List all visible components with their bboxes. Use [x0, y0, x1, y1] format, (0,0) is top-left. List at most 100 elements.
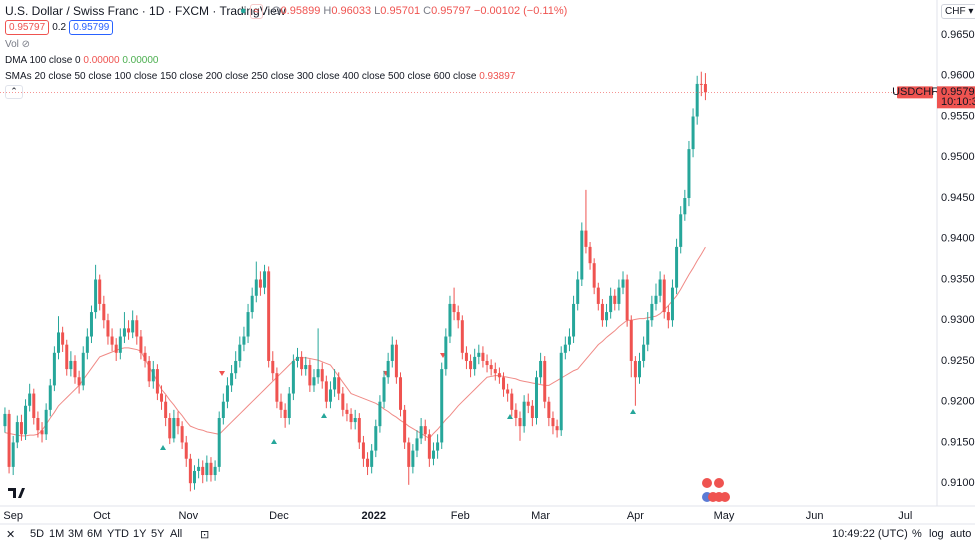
candle-body	[551, 418, 555, 427]
dma-label: DMA 100 close 0	[5, 55, 81, 66]
candle-body	[378, 401, 382, 427]
candle-body	[691, 116, 695, 150]
high-value: 0.96033	[331, 5, 372, 17]
candle-body	[514, 409, 518, 418]
bid[interactable]: 0.95797	[5, 20, 50, 35]
candle-body	[69, 360, 73, 370]
candle-body	[357, 418, 361, 443]
candle-body	[65, 344, 69, 370]
candle-body	[15, 422, 19, 443]
change: −0.00102 (−0.11%)	[473, 5, 568, 17]
candle-body	[448, 303, 452, 337]
candle-body	[308, 365, 312, 386]
candle-body	[489, 365, 493, 370]
candle-body	[3, 413, 7, 427]
range-button[interactable]: 5D	[30, 528, 45, 540]
auto-toggle[interactable]: auto	[950, 528, 972, 540]
candle-body	[588, 246, 592, 264]
candle-body	[407, 442, 411, 467]
candle-body	[151, 369, 155, 382]
percent-toggle[interactable]: %	[912, 528, 922, 540]
close-value: 0.95797	[431, 5, 471, 17]
candle-body	[221, 401, 225, 418]
candle-body	[469, 360, 473, 370]
candle-body	[118, 336, 122, 353]
candle-body	[94, 279, 98, 313]
candle-body	[127, 328, 131, 333]
candle-body	[89, 312, 93, 337]
signal-markers	[219, 353, 446, 376]
candle-body	[52, 352, 56, 386]
candle-body	[559, 352, 563, 431]
candle-body	[683, 198, 687, 215]
range-button[interactable]: 5Y	[151, 528, 165, 540]
dma-legend: DMA 100 close 0 0.00000 0.00000	[5, 54, 158, 68]
spread: 0.2	[52, 22, 67, 33]
log-toggle[interactable]: log	[929, 528, 944, 540]
candle-body	[452, 303, 456, 313]
candle-body	[230, 373, 234, 386]
candle-body	[295, 356, 299, 361]
candle-body	[411, 450, 415, 467]
candle-body	[502, 377, 506, 390]
ask[interactable]: 0.95799	[69, 20, 114, 35]
candle-body	[209, 462, 213, 476]
candle-body	[382, 377, 386, 402]
candle-body	[263, 271, 267, 288]
candle-body	[361, 442, 365, 459]
candle-body	[567, 336, 571, 345]
candle-body	[44, 409, 48, 435]
goto-date[interactable]: ✕	[6, 529, 16, 541]
candle-body	[415, 438, 419, 451]
candle-body	[98, 279, 102, 304]
candle-body	[36, 418, 40, 431]
candle-body	[547, 401, 551, 418]
candle-body	[341, 393, 345, 410]
candle-body	[522, 401, 526, 427]
candle-body	[73, 360, 77, 378]
sma-line	[4, 246, 706, 440]
x-tick-label: Jun	[806, 510, 824, 522]
candle-body	[675, 246, 679, 288]
candle-body	[300, 356, 304, 370]
candle-body	[337, 377, 341, 394]
currency-button[interactable]: CHF ▾	[941, 4, 975, 19]
range-button[interactable]: 1Y	[133, 528, 147, 540]
candle-body	[444, 336, 448, 370]
candle-body	[563, 344, 567, 353]
date-range-button[interactable]: ⊡	[200, 529, 210, 541]
candle-body	[642, 344, 646, 361]
range-button[interactable]: 3M	[68, 528, 84, 540]
candle-body	[160, 393, 164, 402]
range-button[interactable]: 6M	[87, 528, 103, 540]
candle-body	[225, 385, 229, 402]
range-button[interactable]: YTD	[107, 528, 129, 540]
candle-body	[291, 360, 295, 394]
candle-body	[493, 369, 497, 374]
x-tick-label: Jul	[898, 510, 912, 522]
candle-body	[394, 344, 398, 378]
candle-body	[687, 149, 691, 198]
range-button[interactable]: 1M	[49, 528, 65, 540]
candle-body	[629, 320, 633, 361]
candle-body	[40, 430, 44, 435]
candle-body	[333, 377, 337, 390]
x-tick-label: Feb	[451, 510, 470, 522]
candle-body	[188, 458, 192, 484]
candle-body	[592, 263, 596, 288]
range-button[interactable]: All	[170, 528, 183, 540]
event-icons	[702, 478, 730, 502]
candle-body	[617, 287, 621, 304]
candle-body	[580, 230, 584, 280]
candle-body	[279, 401, 283, 410]
candle-body	[534, 377, 538, 418]
candle-body	[81, 352, 85, 386]
y-tick-label: 0.96500	[941, 29, 975, 41]
open-value: 0.95899	[280, 5, 321, 17]
candle-body	[613, 295, 617, 304]
candle-body	[399, 377, 403, 410]
collapse-button[interactable]: ⌃	[5, 85, 23, 99]
